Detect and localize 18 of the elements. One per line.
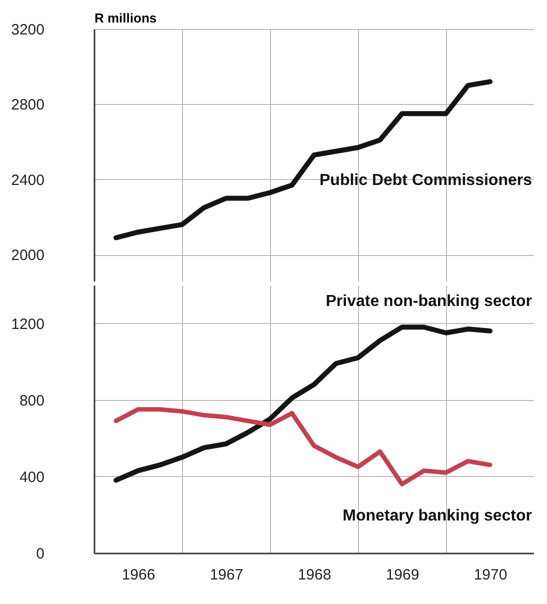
- y-tick-label: 2400: [11, 172, 44, 189]
- line-series: [114, 407, 492, 486]
- x-tick-label: 1966: [122, 566, 156, 584]
- y-tick-label: 0: [36, 546, 44, 562]
- x-tick-label: 1968: [298, 566, 332, 584]
- x-tick-label: 1967: [210, 566, 244, 584]
- series-label: Private non-banking sector: [326, 293, 532, 310]
- y-tick-label: 1200: [11, 316, 44, 333]
- y-tick-label: 2000: [11, 247, 44, 264]
- y-tick-label: 800: [19, 392, 44, 410]
- x-tick-label: 1970: [474, 566, 508, 584]
- series-label: Public Debt Commissioners: [320, 172, 532, 190]
- y-tick-label: 2800: [11, 96, 44, 114]
- y-tick-label: 3200: [11, 22, 44, 38]
- y-axis-title: R millions: [94, 10, 157, 26]
- text: Monetary banking sector: [342, 507, 532, 524]
- x-tick-label: 1969: [386, 566, 420, 584]
- y-tick-label: 400: [19, 468, 44, 486]
